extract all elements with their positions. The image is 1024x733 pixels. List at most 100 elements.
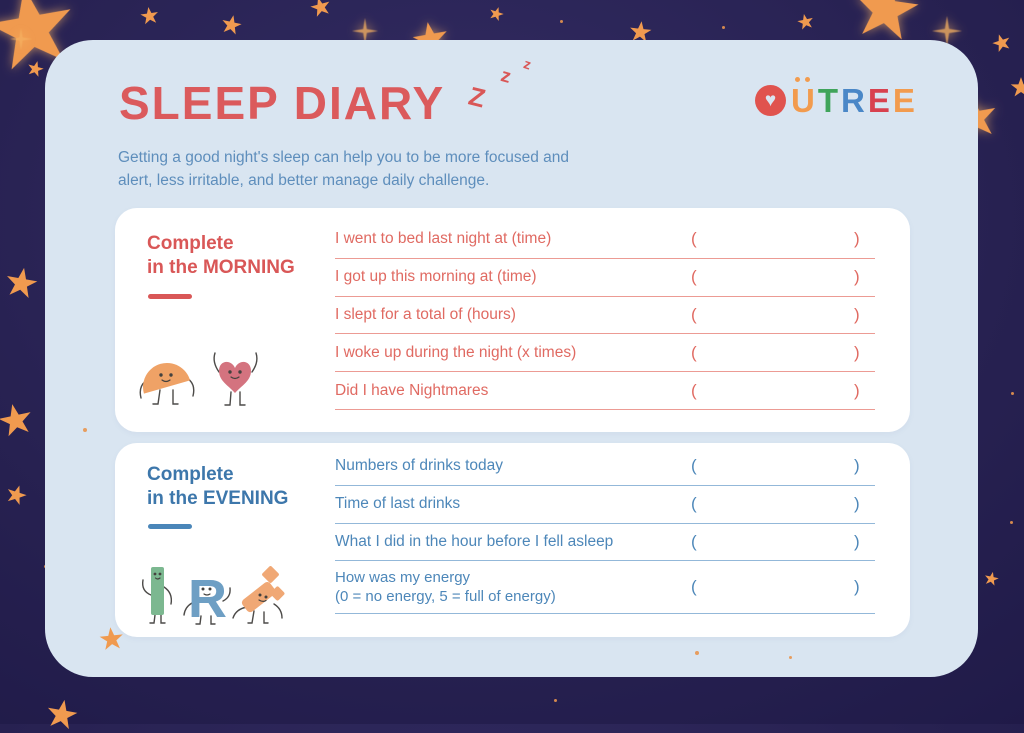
- row-label: Time of last drinks: [335, 495, 461, 513]
- zzz-glyph: Z: [465, 80, 489, 114]
- evening-heading: Complete in the EVENING: [147, 463, 288, 510]
- answer-paren-close: ): [854, 380, 860, 400]
- morning-heading-line1: Complete: [147, 233, 234, 254]
- answer-paren-open: (: [691, 342, 697, 362]
- tiny-star-icon: [554, 699, 557, 702]
- answer-paren-close: ): [854, 304, 860, 324]
- evening-characters: R: [141, 566, 285, 625]
- sleep-diary-card: SLEEP DIARY Z z z ♥ U T R E E Getting a …: [45, 40, 978, 677]
- answer-paren-close: ): [854, 577, 860, 597]
- intro-line-2: alert, less irritable, and better manage…: [118, 171, 490, 189]
- logo-letter-r: R: [841, 82, 866, 119]
- character-leg: [172, 389, 179, 405]
- logo-letter-e2: E: [892, 82, 916, 119]
- diary-row: I went to bed last night at (time) ( ): [335, 221, 875, 259]
- star-icon: [0, 404, 31, 437]
- diamond-shape: [262, 566, 279, 583]
- row-label: I slept for a total of (hours): [335, 305, 516, 323]
- logo-letter-o: ♥: [755, 85, 786, 116]
- answer-paren-open: (: [691, 380, 697, 400]
- star-icon: [222, 15, 242, 35]
- character-leg: [247, 610, 255, 624]
- tiny-star-icon: [695, 651, 699, 655]
- tiny-star-icon: [789, 656, 792, 659]
- answer-paren-open: (: [691, 229, 697, 249]
- character-leg: [210, 615, 216, 625]
- tiny-star-icon: [722, 26, 725, 29]
- star-icon: [1010, 77, 1024, 97]
- character-leg: [263, 611, 269, 624]
- diary-row: Time of last drinks ( ): [335, 486, 875, 524]
- row-label: How was my energy (0 = no energy, 5 = fu…: [335, 568, 556, 606]
- logo-letter-t: T: [817, 82, 840, 119]
- star-icon: [28, 61, 44, 77]
- umlaut-dots: [795, 77, 800, 82]
- answer-paren-open: (: [691, 304, 697, 324]
- diary-row: How was my energy (0 = no energy, 5 = fu…: [335, 561, 875, 615]
- zzz-glyph: z: [498, 65, 514, 88]
- heading-dash: [148, 524, 192, 529]
- tiny-star-icon: [1011, 392, 1014, 395]
- answer-paren-close: ): [854, 267, 860, 287]
- character-arm: [163, 586, 173, 605]
- evening-panel: Complete in the EVENING R: [115, 443, 910, 637]
- star-icon: [992, 34, 1010, 52]
- diary-row: I slept for a total of (hours) ( ): [335, 297, 875, 335]
- star-icon: [7, 267, 38, 299]
- star-icon: [0, 0, 71, 70]
- star-icon: [855, 0, 919, 40]
- evening-rows: Numbers of drinks today ( ) Time of last…: [335, 448, 875, 615]
- diary-row: Did I have Nightmares ( ): [335, 372, 875, 410]
- character-leg: [160, 614, 166, 624]
- diary-row: Numbers of drinks today ( ): [335, 448, 875, 486]
- row-label-line1: How was my energy: [335, 569, 471, 587]
- morning-panel: Complete in the MORNING I: [115, 208, 910, 432]
- sparkle-icon: [10, 28, 32, 50]
- answer-paren-open: (: [691, 456, 697, 476]
- answer-paren-open: (: [691, 531, 697, 551]
- letter-r-character: R: [188, 569, 227, 625]
- star-icon: [140, 7, 158, 25]
- answer-paren-close: ): [854, 531, 860, 551]
- morning-rows: I went to bed last night at (time) ( ) I…: [335, 221, 875, 410]
- character-arm: [251, 352, 258, 373]
- heart-character: [219, 361, 251, 393]
- outree-logo: ♥ U T R E E: [755, 77, 916, 119]
- zzz-glyph: z: [521, 55, 534, 73]
- star-icon: [7, 485, 27, 505]
- logo-letter-e1: E: [867, 82, 891, 119]
- answer-paren-open: (: [691, 577, 697, 597]
- sparkle-icon: [352, 18, 378, 44]
- character-arm: [232, 606, 248, 619]
- tiny-star-icon: [560, 20, 563, 23]
- logo-letter-u: U: [791, 77, 816, 117]
- row-label: I woke up during the night (x times): [335, 343, 577, 361]
- morning-heading-line2: in the MORNING: [147, 256, 295, 278]
- character-leg: [152, 389, 161, 405]
- half-circle-character: [143, 363, 191, 394]
- heart-icon: ♥: [764, 89, 777, 111]
- morning-heading: Complete in the MORNING: [147, 232, 295, 279]
- evening-heading-line1: Complete: [147, 464, 234, 485]
- row-label: I got up this morning at (time): [335, 268, 537, 286]
- star-icon: [310, 0, 330, 17]
- star-icon: [797, 14, 813, 30]
- answer-paren-close: ): [854, 494, 860, 514]
- tiny-star-icon: [83, 428, 87, 432]
- morning-characters: [139, 352, 258, 406]
- row-label: Did I have Nightmares: [335, 381, 489, 399]
- character-leg: [149, 614, 156, 624]
- character-arm: [141, 579, 152, 596]
- star-icon: [490, 7, 504, 21]
- tiny-star-icon: [1010, 521, 1013, 524]
- row-label-line2: (0 = no energy, 5 = full of energy): [335, 588, 556, 606]
- tilted-bar-shape: [241, 582, 276, 613]
- answer-paren-open: (: [691, 267, 697, 287]
- heading-dash: [148, 294, 192, 299]
- answer-paren-close: ): [854, 229, 860, 249]
- intro-line-1: Getting a good night's sleep can help yo…: [118, 149, 570, 166]
- star-icon: [47, 699, 78, 730]
- answer-paren-close: ): [854, 456, 860, 476]
- star-icon: [630, 21, 652, 42]
- answer-paren-open: (: [691, 494, 697, 514]
